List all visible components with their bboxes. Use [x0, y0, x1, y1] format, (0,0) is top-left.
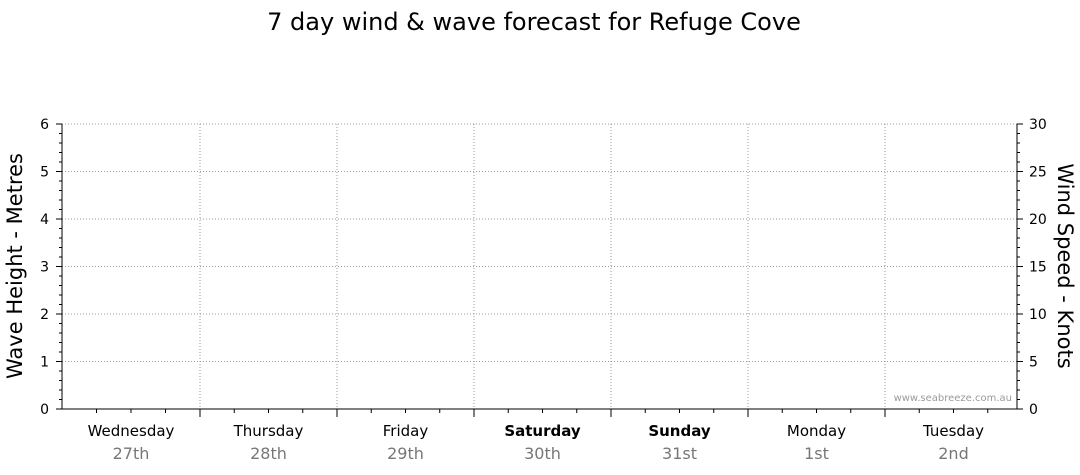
right-tick-label: 10	[1029, 307, 1047, 323]
left-ticks: 0 1 2 3 4 5 6	[40, 117, 62, 418]
watermark: www.seabreeze.com.au	[894, 393, 1012, 404]
day-label: Wednesday	[88, 422, 175, 440]
day-label: Tuesday	[922, 422, 984, 440]
left-tick-label: 5	[40, 165, 49, 181]
day-label: Monday	[787, 422, 846, 440]
x-labels: Wednesday 27th Thursday 28th Friday 29th Satur…	[88, 409, 989, 463]
date-label: 29th	[387, 444, 424, 463]
right-ticks: 0 5 10 15 20 25 30	[1017, 117, 1047, 418]
date-label: 31st	[662, 444, 697, 463]
date-label: 2nd	[938, 444, 968, 463]
right-tick-label: 20	[1029, 212, 1047, 228]
right-tick-label: 5	[1029, 355, 1038, 371]
date-label: 27th	[113, 444, 150, 463]
day-label: Saturday	[504, 422, 581, 440]
left-tick-label: 3	[40, 260, 49, 276]
chart-title: 7 day wind & wave forecast for Refuge Co…	[267, 8, 801, 36]
right-tick-label: 0	[1029, 402, 1038, 418]
date-label: 30th	[524, 444, 561, 463]
left-tick-label: 1	[40, 355, 49, 371]
right-tick-label: 25	[1029, 165, 1047, 181]
left-axis-title: Wave Height - Metres	[3, 153, 27, 379]
left-tick-label: 6	[40, 117, 49, 133]
grid-layer	[62, 123, 1017, 409]
right-axis-title: Wind Speed - Knots	[1053, 163, 1077, 368]
left-tick-label: 0	[40, 402, 49, 418]
right-tick-label: 30	[1029, 117, 1047, 133]
right-tick-label: 15	[1029, 260, 1047, 276]
day-label: Thursday	[233, 422, 304, 440]
left-tick-label: 4	[40, 212, 49, 228]
day-label: Friday	[383, 422, 429, 440]
day-label: Sunday	[648, 422, 711, 440]
date-label: 28th	[250, 444, 287, 463]
left-tick-label: 2	[40, 307, 49, 323]
date-label: 1st	[804, 444, 829, 463]
